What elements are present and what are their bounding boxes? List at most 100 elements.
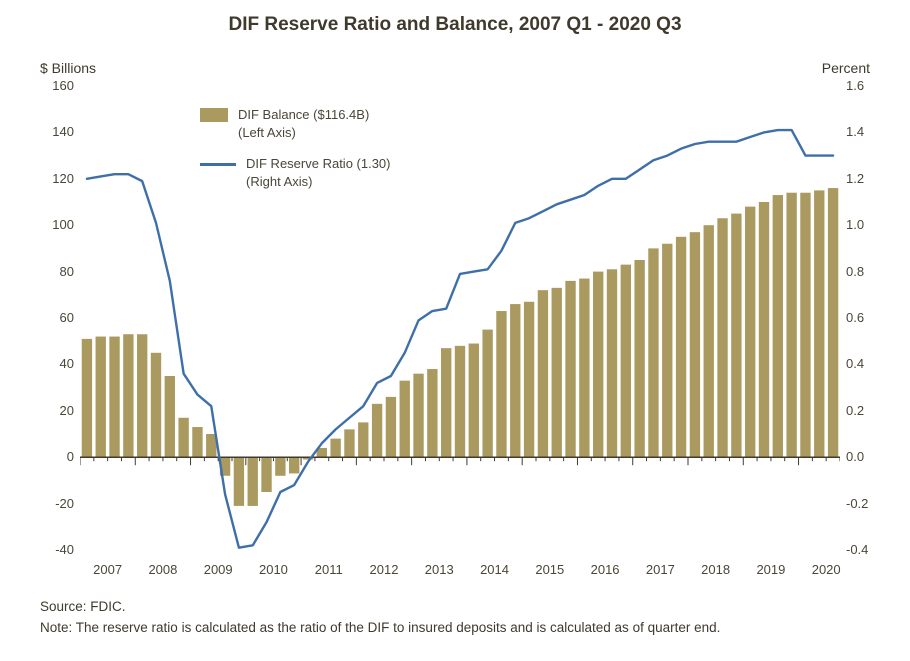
bar	[786, 193, 796, 457]
x-tick: 2007	[93, 562, 122, 577]
legend-item-bar: DIF Balance ($116.4B) (Left Axis)	[200, 106, 391, 141]
bar	[372, 404, 382, 457]
bar	[759, 202, 769, 457]
bar	[745, 207, 755, 458]
bar	[676, 237, 686, 457]
bar	[690, 232, 700, 457]
bar	[330, 439, 340, 458]
bar	[137, 334, 147, 457]
bar	[234, 457, 244, 506]
y-tick-right: 0.2	[840, 403, 886, 418]
bar	[261, 457, 271, 492]
bar	[662, 244, 672, 457]
x-tick: 2015	[535, 562, 564, 577]
x-tick: 2018	[701, 562, 730, 577]
bar	[731, 214, 741, 458]
bar	[482, 330, 492, 458]
bar	[552, 288, 562, 457]
bar	[82, 339, 92, 457]
bar	[593, 272, 603, 458]
y-tick-right: -0.4	[840, 542, 886, 557]
y-tick-right: 1.4	[840, 124, 886, 139]
x-tick: 2011	[315, 562, 343, 577]
bar	[773, 195, 783, 457]
x-tick: 2014	[480, 562, 509, 577]
y-tick-left: 40	[34, 356, 80, 371]
bar	[648, 248, 658, 457]
y-tick-right: -0.2	[840, 496, 886, 511]
x-tick: 2016	[591, 562, 620, 577]
bar	[123, 334, 133, 457]
chart-title: DIF Reserve Ratio and Balance, 2007 Q1 -…	[0, 0, 910, 36]
x-tick: 2009	[204, 562, 233, 577]
source-text: Source: FDIC.	[40, 597, 720, 618]
bar	[109, 337, 119, 458]
bar	[275, 457, 285, 476]
bar	[400, 381, 410, 458]
y-tick-left: 20	[34, 403, 80, 418]
bar	[634, 260, 644, 457]
bar	[358, 422, 368, 457]
x-tick: 2017	[646, 562, 675, 577]
x-tick: 2010	[259, 562, 288, 577]
y-tick-right: 0.6	[840, 310, 886, 325]
y-tick-left: 140	[34, 124, 80, 139]
x-tick: 2008	[148, 562, 177, 577]
bar	[717, 218, 727, 457]
bar	[248, 457, 258, 506]
y-tick-right: 1.6	[840, 78, 886, 93]
y-tick-right: 1.0	[840, 217, 886, 232]
x-tick: 2013	[425, 562, 454, 577]
y-tick-right: 0.0	[840, 449, 886, 464]
bar	[469, 344, 479, 458]
y-tick-left: -20	[34, 496, 80, 511]
bar	[206, 434, 216, 457]
legend: DIF Balance ($116.4B) (Left Axis) DIF Re…	[200, 106, 391, 204]
x-tick: 2012	[370, 562, 399, 577]
bar	[289, 457, 299, 473]
bar	[510, 304, 520, 457]
y-tick-right: 1.2	[840, 171, 886, 186]
y-tick-left: -40	[34, 542, 80, 557]
y-tick-left: 120	[34, 171, 80, 186]
bar	[607, 269, 617, 457]
x-tick: 2019	[756, 562, 785, 577]
bar	[386, 397, 396, 457]
bar	[828, 188, 838, 457]
bar	[524, 302, 534, 457]
plot-area: -40-20020406080100120140160-0.4-0.20.00.…	[80, 86, 840, 550]
y-tick-right: 0.8	[840, 264, 886, 279]
legend-line-label-1: DIF Reserve Ratio (1.30)	[246, 155, 391, 173]
bar	[496, 311, 506, 457]
legend-bar-label-2: (Left Axis)	[238, 124, 369, 142]
bar	[800, 193, 810, 457]
legend-line-label-2: (Right Axis)	[246, 173, 391, 191]
chart-footer: Source: FDIC. Note: The reserve ratio is…	[40, 597, 720, 639]
bar	[441, 348, 451, 457]
bar	[178, 418, 188, 457]
y-tick-left: 60	[34, 310, 80, 325]
y-axis-left-title: $ Billions	[40, 60, 96, 76]
bar	[96, 337, 106, 458]
bar	[814, 190, 824, 457]
legend-item-line: DIF Reserve Ratio (1.30) (Right Axis)	[200, 155, 391, 190]
legend-swatch-line	[200, 163, 236, 166]
y-tick-left: 0	[34, 449, 80, 464]
bar	[413, 374, 423, 458]
legend-bar-label-1: DIF Balance ($116.4B)	[238, 106, 369, 124]
y-tick-right: 0.4	[840, 356, 886, 371]
y-tick-left: 100	[34, 217, 80, 232]
legend-swatch-bar	[200, 108, 228, 122]
bar	[565, 281, 575, 457]
y-tick-left: 160	[34, 78, 80, 93]
y-tick-left: 80	[34, 264, 80, 279]
bar	[192, 427, 202, 457]
y-axis-right-title: Percent	[822, 60, 870, 76]
bar	[538, 290, 548, 457]
bar	[621, 265, 631, 458]
bar	[151, 353, 161, 457]
bar	[344, 429, 354, 457]
bar	[704, 225, 714, 457]
bar	[579, 279, 589, 458]
bar	[427, 369, 437, 457]
